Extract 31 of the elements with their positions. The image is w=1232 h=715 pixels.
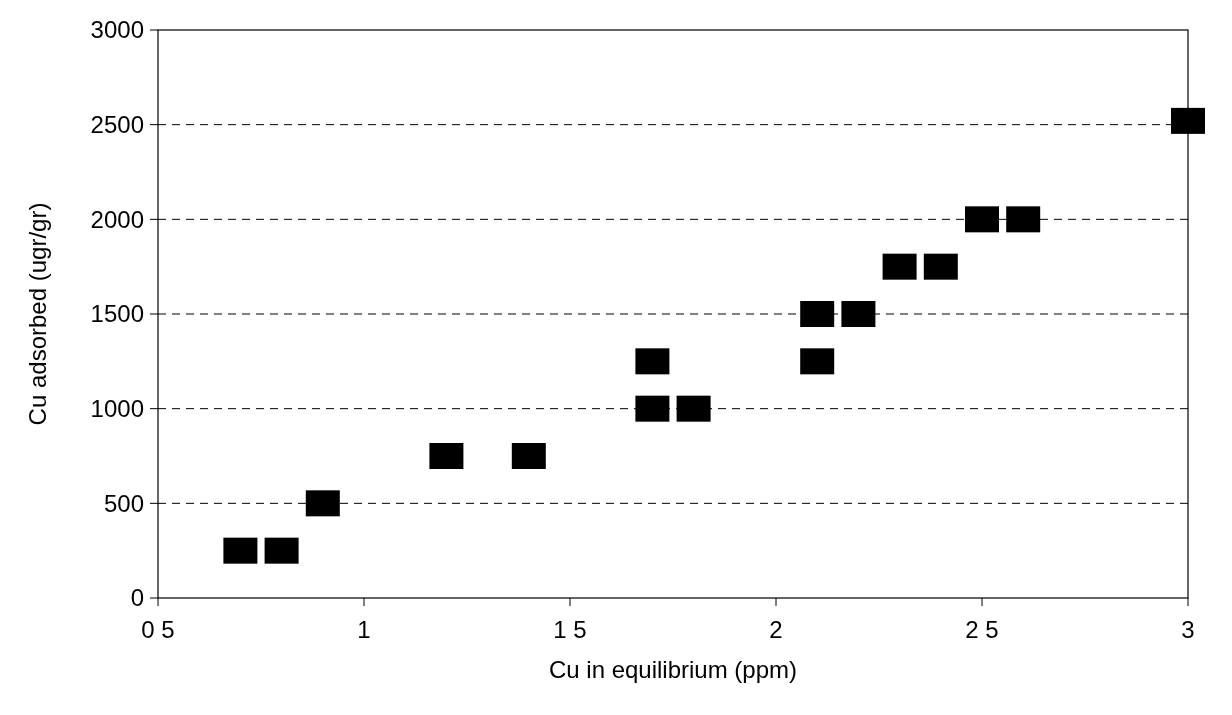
y-tick-label: 1500 [90,300,144,328]
point [223,537,258,564]
x-tick-label: 0 5 [141,616,175,643]
point [676,395,711,422]
y-tick-label: 3000 [90,16,144,44]
point [841,301,876,327]
point [1171,107,1205,134]
y-axis-title: Cu adsorbed (ugr/gr) [24,202,51,426]
y-tick-label: 0 [130,584,144,612]
y-tick-label: 500 [103,489,144,517]
x-tick-label: 3 [1181,616,1195,643]
x-axis-title: Cu in equilibrium (ppm) [548,656,798,683]
x-tick-label: 2 [769,616,783,643]
x-tick-label: 2 5 [965,616,999,643]
point [264,537,299,564]
point [511,443,546,469]
point [800,301,835,327]
point [923,253,958,280]
y-tick-label: 2500 [90,111,144,139]
point [1006,206,1041,233]
point [429,443,464,469]
x-tick-label: 1 [357,616,371,643]
point [882,253,917,280]
y-tick-label: 2000 [90,205,144,233]
point [800,348,835,375]
x-tick-label: 1 5 [553,616,587,643]
point [635,395,670,422]
point [305,490,340,517]
y-tick-label: 1000 [90,395,144,423]
point [635,348,670,375]
point [965,206,999,233]
